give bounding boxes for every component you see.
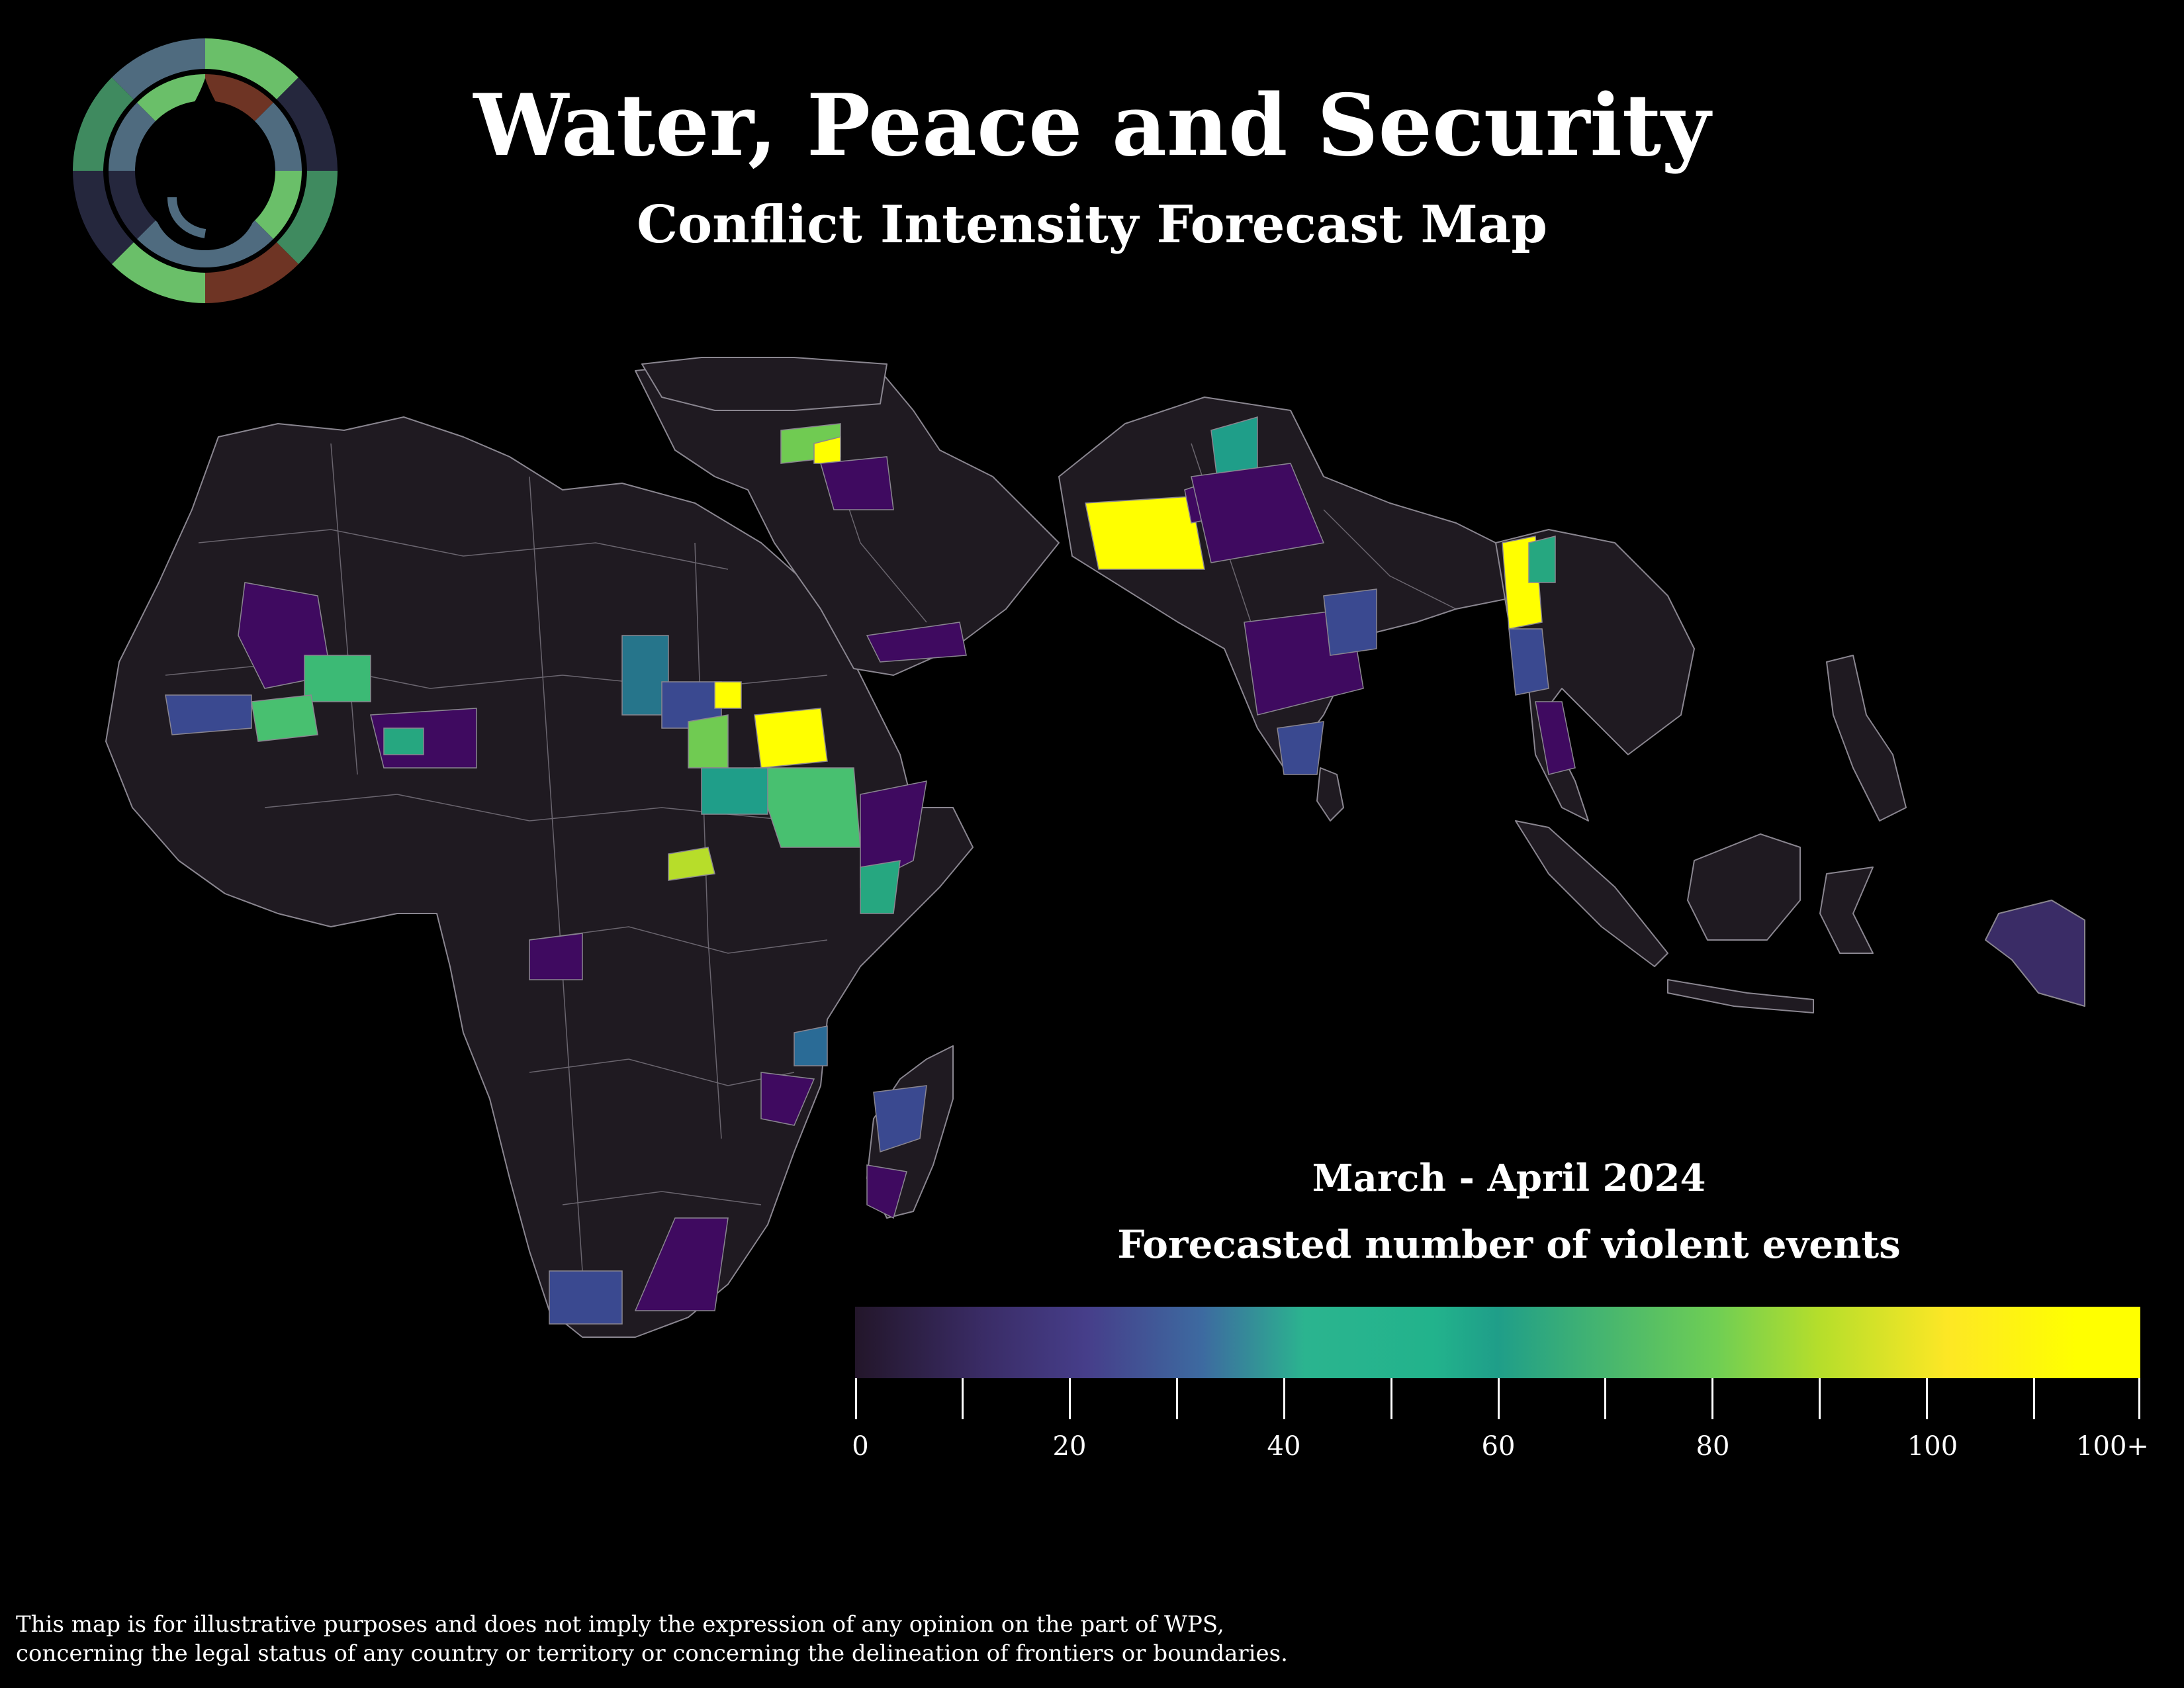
legend-colorbar [855,1307,2140,1378]
map-disclaimer: This map is for illustrative purposes an… [16,1610,1472,1668]
region-myanmar-central [1508,628,1549,696]
philippines-landmass [1826,655,1907,821]
logo-water-drop [152,78,258,250]
logo-inner-ring [109,74,302,267]
borneo-landmass [1687,833,1801,941]
region-somalia [860,780,927,888]
legend-title: Forecasted number of violent events [1117,1222,1901,1267]
region-india-east [1323,588,1377,656]
forecast-period: March - April 2024 [1312,1156,1706,1200]
region-ethiopia-north [754,708,828,769]
region-sudan-south [688,714,729,769]
wps-logo [73,38,338,303]
legend-tick-label: 80 [1696,1431,1730,1462]
disclaimer-line: This map is for illustrative purposes an… [16,1611,1224,1638]
region-sahel-west [165,694,252,735]
region-nigeria-ne [383,727,424,755]
disclaimer-line: concerning the legal status of any count… [16,1640,1288,1667]
sulawesi-landmass [1819,867,1874,954]
region-drc-east [668,847,715,881]
region-south-africa [549,1270,623,1325]
legend-tick-label: 100 [1907,1431,1958,1462]
legend-tick-label: 0 [852,1431,869,1462]
sumatra-landmass [1515,820,1668,967]
region-south-sudan [701,767,768,815]
region-india-north [1191,463,1325,563]
region-sudan-east [714,681,742,709]
sri-lanka-landmass [1316,767,1344,821]
region-india-south [1277,721,1324,775]
legend-tick-label: 100+ [2076,1431,2149,1462]
page-title: Water, Peace and Security [473,76,1711,175]
conflict-forecast-map [105,357,2085,1338]
turkey-landmass [641,357,887,411]
region-madagascar-south [866,1164,907,1219]
legend-tick-label: 20 [1052,1431,1087,1462]
java-landmass [1667,979,1814,1013]
region-yemen [866,622,967,663]
region-kenya-coast [860,860,901,914]
region-myanmar-north [1528,536,1556,583]
legend-tick-label: 60 [1481,1431,1516,1462]
region-south-africa-east [634,1217,729,1311]
page-subtitle: Conflict Intensity Forecast Map [637,195,1547,255]
legend-tick-label: 40 [1267,1431,1301,1462]
region-mali-central [304,655,371,702]
region-drc-central [529,933,583,980]
region-iraq [820,456,894,510]
region-mozambique [794,1025,828,1066]
region-pakistan-south [1085,496,1205,570]
region-mozambique-south [760,1072,815,1126]
legend-ticks [855,1378,2140,1419]
region-burkina [251,694,318,742]
new-guinea-landmass [1985,900,2085,1007]
forecast-regions [165,416,1576,1325]
region-myanmar-south [1535,701,1576,775]
middle-east-landmass [635,357,1060,676]
south-asia-landmass [1058,397,1523,769]
logo-outer-ring [73,38,338,303]
region-madagascar [873,1085,927,1153]
